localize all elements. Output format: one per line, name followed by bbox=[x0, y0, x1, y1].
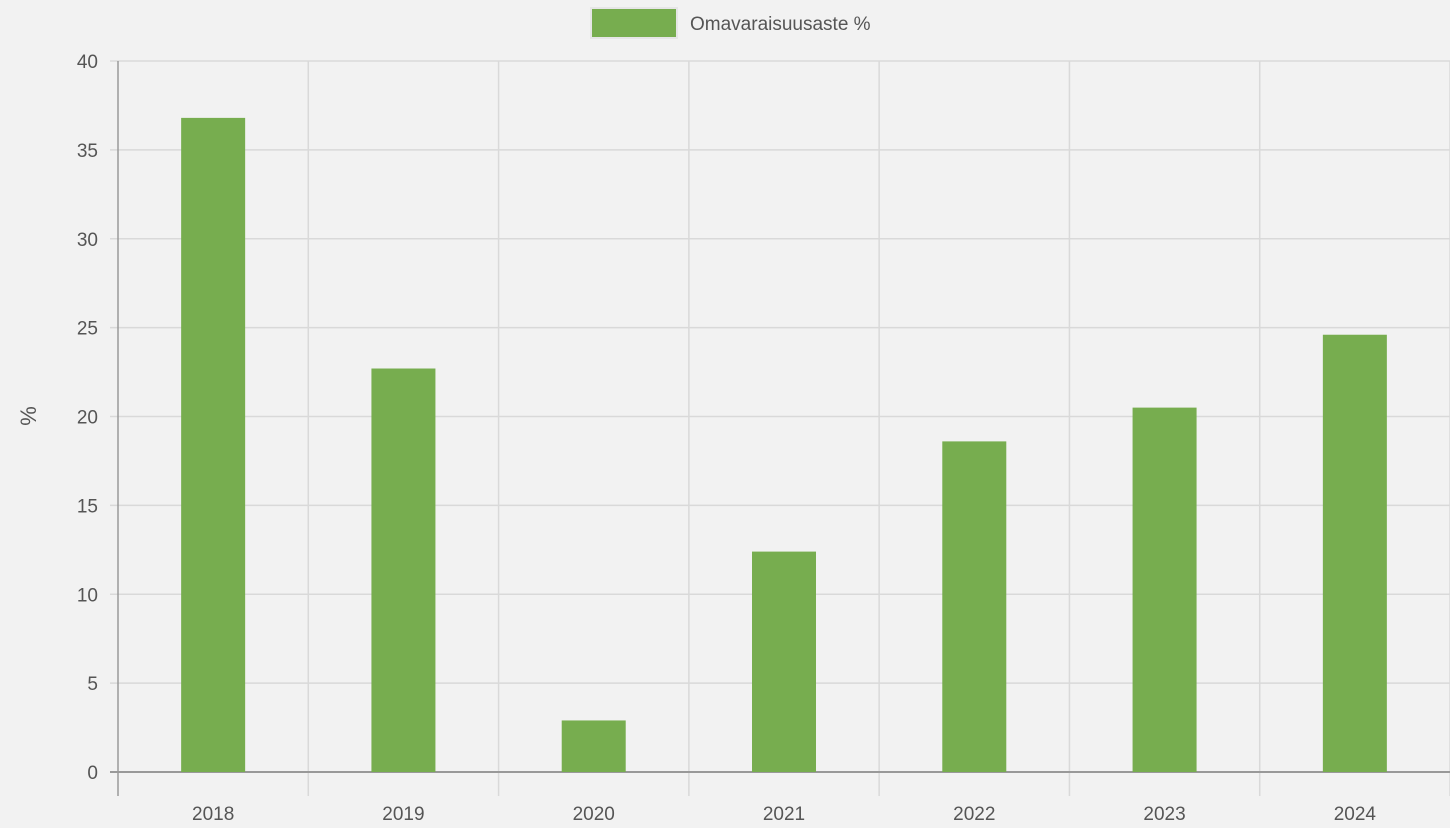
bar-2023[interactable] bbox=[1132, 407, 1197, 772]
bar-2022[interactable] bbox=[942, 441, 1007, 772]
bars bbox=[181, 117, 1387, 772]
x-tick-label: 2018 bbox=[192, 804, 234, 825]
y-tick-label: 10 bbox=[77, 585, 98, 606]
legend-label: Omavaraisuusaste % bbox=[690, 14, 871, 35]
bar-2019[interactable] bbox=[371, 368, 436, 772]
y-tick-label: 30 bbox=[77, 230, 98, 251]
bar-2020[interactable] bbox=[561, 720, 626, 772]
bar-2024[interactable] bbox=[1322, 334, 1387, 772]
x-tick-label: 2024 bbox=[1334, 804, 1377, 825]
x-tick-label: 2023 bbox=[1143, 804, 1185, 825]
y-tick-label: 5 bbox=[87, 674, 98, 695]
grid-lines bbox=[110, 60, 1450, 796]
legend-swatch[interactable] bbox=[590, 7, 678, 39]
y-tick-labels: 0 5 10 15 20 25 30 35 40 bbox=[77, 52, 98, 784]
y-tick-label: 0 bbox=[87, 763, 98, 784]
x-tick-label: 2022 bbox=[953, 804, 995, 825]
y-tick-label: 15 bbox=[77, 496, 98, 517]
x-tick-label: 2019 bbox=[382, 804, 424, 825]
y-tick-label: 25 bbox=[77, 319, 98, 340]
x-tick-label: 2021 bbox=[763, 804, 805, 825]
bar-2018[interactable] bbox=[181, 117, 246, 772]
y-tick-label: 20 bbox=[77, 408, 98, 429]
x-tick-label: 2020 bbox=[573, 804, 615, 825]
bar-2021[interactable] bbox=[752, 551, 816, 772]
y-axis-title: % bbox=[16, 406, 41, 426]
x-tick-labels: 2018 2019 2020 2021 2022 2023 2024 bbox=[192, 804, 1376, 825]
legend[interactable]: Omavaraisuusaste % bbox=[590, 7, 871, 39]
y-tick-label: 40 bbox=[77, 52, 98, 73]
y-tick-label: 35 bbox=[77, 141, 98, 162]
